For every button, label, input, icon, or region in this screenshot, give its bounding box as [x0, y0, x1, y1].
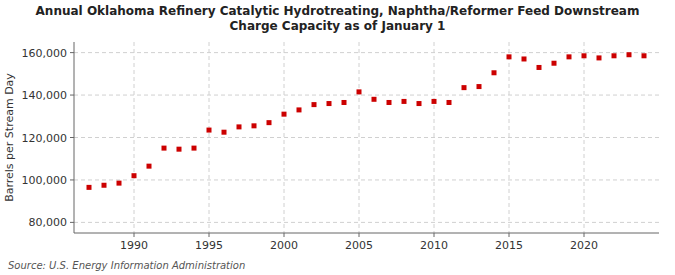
x-tick	[434, 233, 435, 237]
source: Source: U.S. Energy Information Administ…	[8, 260, 245, 271]
x-grid-line	[584, 42, 585, 233]
point	[432, 99, 437, 104]
y-grid-line	[74, 137, 659, 138]
point	[477, 84, 482, 89]
title-line: Charge Capacity as of January 1	[230, 19, 446, 33]
point	[552, 61, 557, 66]
chart: Annual Oklahoma Refinery Catalytic Hydro…	[0, 0, 675, 275]
point	[207, 128, 212, 133]
y-tick-label: 80,000	[29, 216, 68, 229]
point	[462, 85, 467, 90]
point	[492, 70, 497, 75]
x-tick-label: 2020	[570, 239, 598, 252]
y-tick	[70, 137, 74, 138]
point	[357, 89, 362, 94]
point	[192, 146, 197, 151]
y-tick-label: 140,000	[22, 89, 68, 102]
point	[327, 101, 332, 106]
y-tick-label: 120,000	[22, 132, 68, 145]
point	[222, 130, 227, 135]
y-tick	[70, 52, 74, 53]
y-axis-label: Barrels per Stream Day	[3, 73, 16, 202]
point	[132, 173, 137, 178]
y-grid-line	[74, 222, 659, 223]
x-tick-label: 2000	[270, 239, 298, 252]
x-tick-label: 1995	[195, 239, 223, 252]
point	[642, 53, 647, 58]
x-tick	[134, 233, 135, 237]
point	[177, 147, 182, 152]
y-tick	[70, 95, 74, 96]
point	[612, 53, 617, 58]
axes: 80,000 100,000 120,000 140,000 160,000 1990 19…	[22, 42, 660, 252]
x-tick	[359, 233, 360, 237]
y-axis-line	[74, 42, 75, 233]
point	[87, 185, 92, 190]
title: Annual Oklahoma Refinery Catalytic Hydro…	[36, 4, 640, 33]
point	[417, 101, 422, 106]
y-tick	[70, 179, 74, 180]
point	[537, 65, 542, 70]
point	[597, 55, 602, 60]
y-grid-line	[74, 179, 659, 180]
x-tick-label: 2005	[345, 239, 373, 252]
x-grid-line	[359, 42, 360, 233]
point	[387, 100, 392, 105]
point	[147, 164, 152, 169]
y-tick-label: 160,000	[22, 47, 68, 60]
title-line: Annual Oklahoma Refinery Catalytic Hydro…	[36, 4, 640, 18]
x-grid-line	[134, 42, 135, 233]
x-grid-line	[434, 42, 435, 233]
point	[267, 120, 272, 125]
points	[87, 52, 647, 190]
x-grid-line	[284, 42, 285, 233]
point	[522, 56, 527, 61]
x-tick	[209, 233, 210, 237]
point	[282, 112, 287, 117]
point	[582, 53, 587, 58]
point	[312, 102, 317, 107]
x-tick	[284, 233, 285, 237]
x-tick-label: 2015	[495, 239, 523, 252]
x-tick-label: 2010	[420, 239, 448, 252]
point	[402, 99, 407, 104]
point	[162, 146, 167, 151]
x-tick	[584, 233, 585, 237]
point	[507, 54, 512, 59]
y-grid-line	[74, 52, 659, 53]
y-tick-label: 100,000	[22, 174, 68, 187]
x-grid-line	[509, 42, 510, 233]
point	[102, 183, 107, 188]
point	[372, 97, 377, 102]
grid	[74, 42, 659, 233]
point	[567, 54, 572, 59]
point	[117, 181, 122, 186]
point	[252, 123, 257, 128]
x-axis-line	[74, 233, 659, 234]
y-grid-line	[74, 95, 659, 96]
point	[627, 52, 632, 57]
x-tick-label: 1990	[120, 239, 148, 252]
y-tick	[70, 222, 74, 223]
point	[237, 124, 242, 129]
point	[297, 107, 302, 112]
point	[447, 100, 452, 105]
point	[342, 100, 347, 105]
x-tick	[509, 233, 510, 237]
x-grid-line	[209, 42, 210, 233]
